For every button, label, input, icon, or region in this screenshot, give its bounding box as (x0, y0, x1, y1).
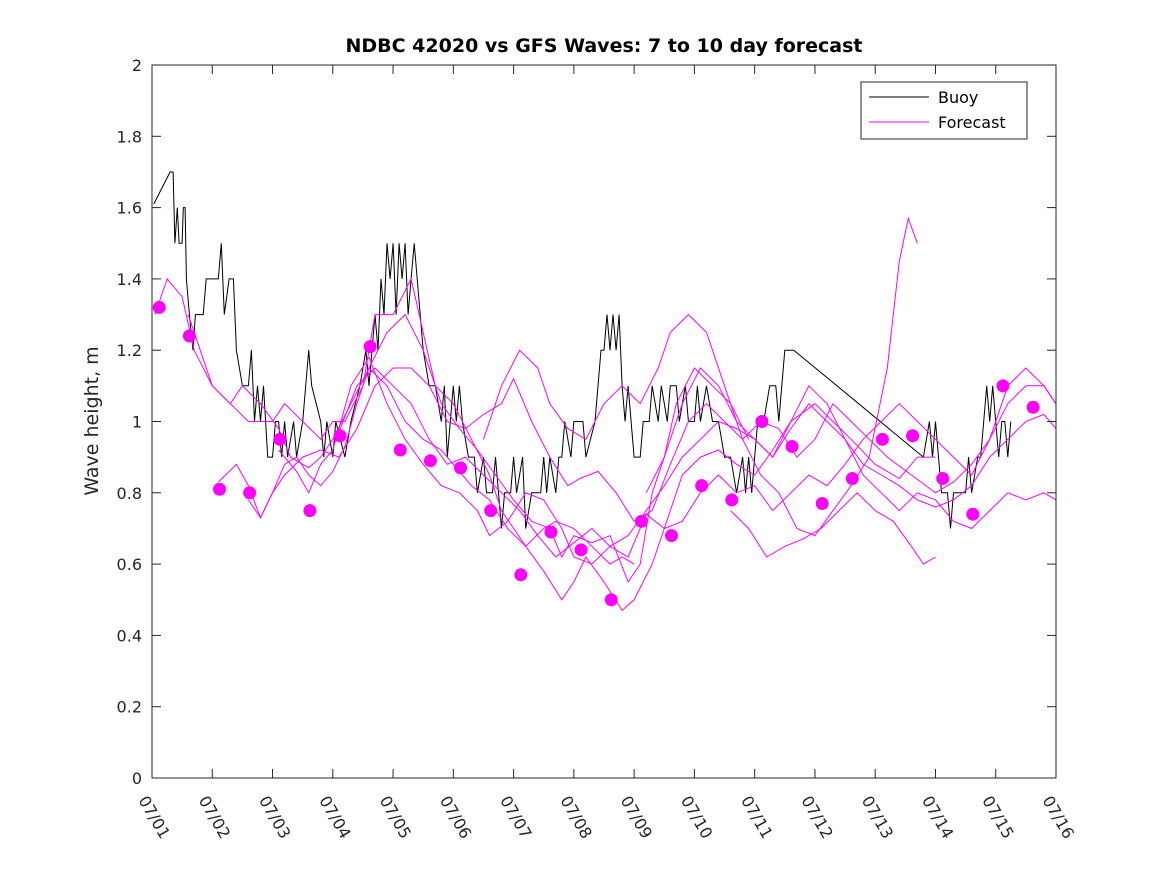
plot-area (152, 65, 1056, 778)
forecast-line-6 (338, 367, 1057, 558)
forecast-point (423, 454, 437, 468)
y-tick-label: 1 (132, 413, 142, 432)
forecast-point (393, 443, 407, 457)
forecast-point (936, 472, 950, 486)
forecast-point (1026, 400, 1040, 414)
forecast-point (152, 300, 166, 314)
forecast-point (695, 479, 709, 493)
forecast-point (574, 543, 588, 557)
forecast-markers (152, 300, 1040, 607)
y-tick-label: 2 (132, 56, 142, 75)
forecast-line-4 (247, 367, 1057, 522)
forecast-point (845, 472, 859, 486)
legend: Buoy Forecast (860, 81, 1028, 140)
forecast-line-8 (645, 367, 1057, 530)
forecast-point (454, 461, 468, 475)
y-tick-label: 1.4 (117, 270, 142, 289)
forecast-line-9 (730, 492, 936, 565)
forecast-point (634, 514, 648, 528)
forecast-point (333, 429, 347, 443)
y-tick-label: 1.8 (117, 127, 142, 146)
forecast-point (785, 439, 799, 453)
y-axis: 0 0.2 0.4 0.6 0.8 1 1.2 1.4 1.6 1.8 2 (117, 56, 1056, 788)
forecast-point (544, 525, 558, 539)
forecast-line-5 (278, 356, 1057, 565)
forecast-point (875, 432, 889, 446)
forecast-line-2 (187, 313, 750, 583)
forecast-point (243, 486, 257, 500)
forecast-line-1 (154, 277, 635, 565)
legend-box (860, 81, 1028, 140)
y-tick-label: 1.2 (117, 341, 142, 360)
forecast-point (212, 482, 226, 496)
forecast-point (273, 432, 287, 446)
legend-label-forecast: Forecast (938, 113, 1006, 132)
forecast-point (725, 493, 739, 507)
forecast-point (604, 593, 618, 607)
y-tick-label: 0 (132, 769, 142, 788)
forecast-point (815, 496, 829, 510)
series-layer (152, 171, 1057, 612)
forecast-point (966, 507, 980, 521)
y-axis-label: Wave height, m (81, 346, 103, 495)
forecast-line-7 (483, 216, 918, 537)
forecast-point (484, 504, 498, 518)
buoy-line (153, 171, 1012, 529)
forecast-point (996, 379, 1010, 393)
y-tick-label: 0.8 (117, 484, 142, 503)
y-tick-label: 0.2 (117, 698, 142, 717)
chart-title: NDBC 42020 vs GFS Waves: 7 to 10 day for… (345, 35, 862, 57)
forecast-point (363, 340, 377, 354)
forecast-point (303, 504, 317, 518)
forecast-point (182, 329, 196, 343)
forecast-point (664, 529, 678, 543)
y-tick-label: 0.4 (117, 626, 142, 645)
forecast-point (755, 415, 769, 428)
y-tick-label: 1.6 (117, 199, 142, 218)
y-tick-label: 0.6 (117, 555, 142, 574)
forecast-point (906, 429, 920, 443)
forecast-line-3 (217, 367, 936, 612)
legend-label-buoy: Buoy (938, 88, 978, 107)
forecast-point (514, 568, 528, 582)
